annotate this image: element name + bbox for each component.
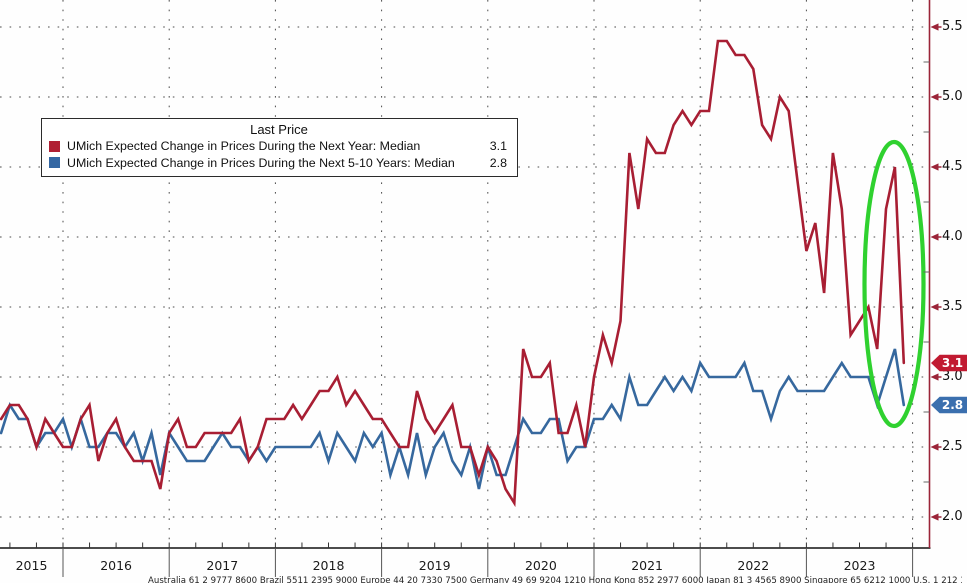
x-axis-year-label: 2021 [631,558,663,573]
y-tick-arrow-icon [930,303,939,311]
highlight-ellipse-annotation [862,139,926,429]
x-axis-year-label: 2017 [206,558,239,573]
legend-item-next-year: UMich Expected Change in Prices During t… [49,138,509,155]
red-series-swatch [49,140,60,152]
x-axis-year-label: 2016 [100,558,132,573]
blue-series-last-value: 2.8 [489,155,507,170]
y-tick-arrow-icon [930,23,939,31]
y-tick-arrow-icon [930,93,939,101]
blue-5-10-years-line [0,348,906,490]
last-price-badge-next-year: 3.1 [931,354,967,372]
y-axis-label: 2.5 [942,439,963,454]
y-tick-arrow-icon [930,513,939,521]
y-tick-arrow-icon [930,443,939,451]
x-axis-year-label: 2018 [312,558,345,573]
y-tick-arrow-icon [930,373,939,381]
legend-title: Last Price [250,122,308,137]
y-axis-label: 4.0 [942,229,963,244]
red-next-year-line [0,39,906,508]
y-axis-label: 3.0 [942,369,963,384]
footer-copyright: Australia 61 2 9777 8600 Brazil 5511 239… [148,576,962,583]
y-axis-label: 5.0 [942,89,963,104]
red-series-label: UMich Expected Change in Prices During t… [67,139,421,153]
y-axis-label: 2.0 [942,509,963,524]
y-axis-label: 4.5 [942,159,963,174]
red-series-last-value: 3.1 [489,139,507,153]
legend[interactable]: Last Price UMich Expected Change in Pric… [41,118,518,177]
legend-item-5-10-years: UMich Expected Change in Prices During t… [49,155,509,172]
x-axis-year-label: 2015 [15,558,48,573]
footer-copyright-text: Australia 61 2 9777 8600 Brazil 5511 239… [148,576,962,583]
y-axis-label: 5.5 [942,19,963,34]
last-price-badge-5-10-years: 2.8 [931,396,967,414]
blue-series-swatch [49,157,60,169]
y-tick-arrow-icon [930,233,939,241]
y-tick-arrow-icon [930,163,939,171]
x-axis-year-label: 2019 [418,558,451,573]
x-axis-year-label: 2022 [737,558,770,573]
x-axis-year-label: 2020 [524,558,557,573]
x-axis-year-label: 2023 [843,558,876,573]
y-axis-label: 3.5 [942,299,963,314]
blue-series-label: UMich Expected Change in Prices During t… [67,155,455,170]
